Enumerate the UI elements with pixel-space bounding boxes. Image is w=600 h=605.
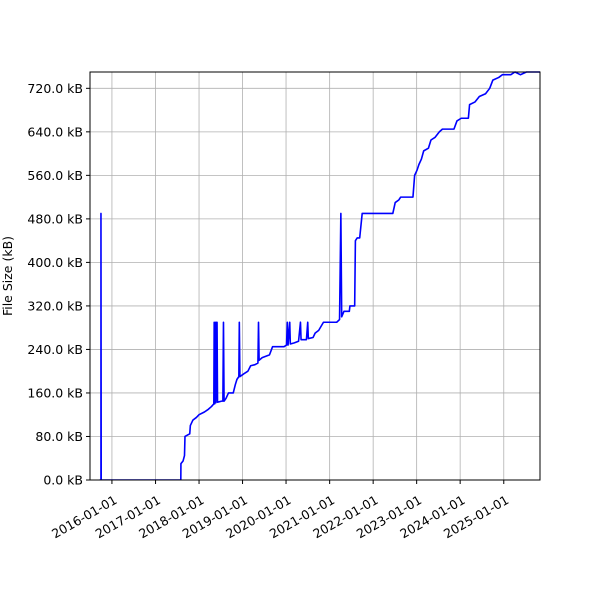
y-tick-label: 560.0 kB (27, 168, 83, 183)
y-tick-label: 240.0 kB (27, 342, 83, 357)
y-axis: 0.0 kB 80.0 kB 160.0 kB 240.0 kB 320.0 kB 400… (27, 81, 90, 488)
y-tick-label: 640.0 kB (27, 124, 83, 139)
y-tick-label: 80.0 kB (35, 429, 83, 444)
x-gridlines (111, 72, 505, 480)
series-line (99, 71, 540, 480)
y-axis-label: File Size (kB) (0, 236, 15, 316)
y-tick-label: 0.0 kB (43, 473, 83, 488)
plot-frame (89, 71, 541, 481)
y-tick-label: 720.0 kB (27, 81, 83, 96)
y-tick-label: 480.0 kB (27, 211, 83, 226)
y-tick-label: 320.0 kB (27, 298, 83, 313)
y-tick-label: 400.0 kB (27, 255, 83, 270)
series-layer (99, 71, 540, 480)
y-tick-label: 160.0 kB (27, 385, 83, 400)
